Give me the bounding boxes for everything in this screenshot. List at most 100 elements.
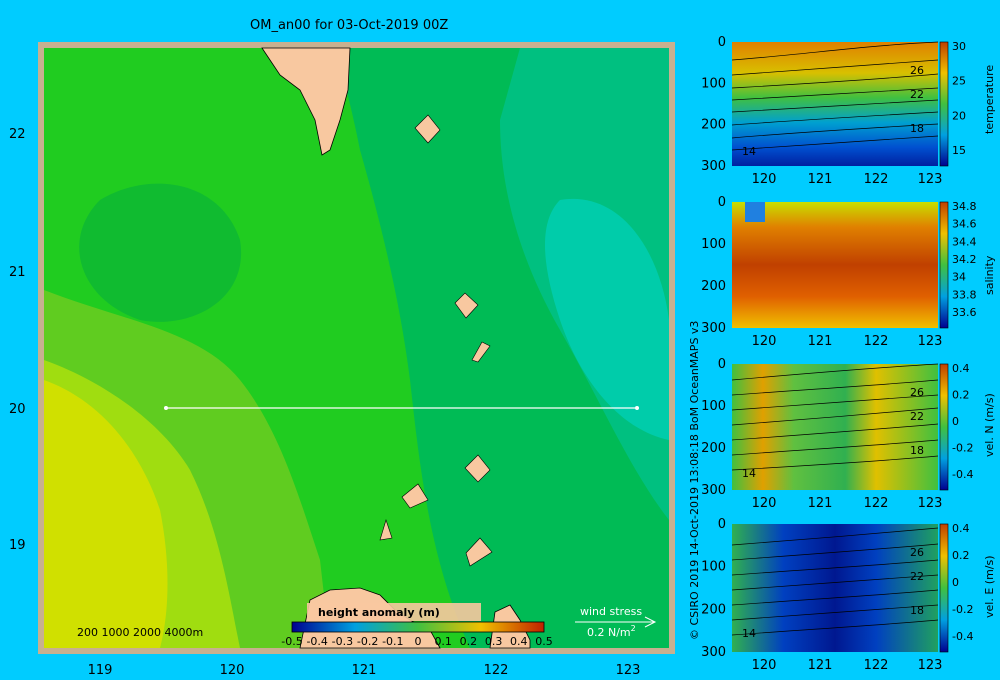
section-lon-tick-label: 120 — [752, 334, 777, 349]
section-lon-tick-label: 121 — [808, 496, 833, 511]
colorbar-tick-label: 0 — [415, 635, 422, 648]
vel-n-contours — [731, 363, 939, 471]
depth-legend: 200 1000 2000 4000m — [77, 626, 203, 639]
map-lat-tick-label: 19 — [9, 538, 26, 553]
map-title: OM_an00 for 03-Oct-2019 00Z — [250, 18, 449, 33]
vel-e-contours — [731, 527, 939, 636]
section-lon-tick-label: 122 — [864, 496, 889, 511]
section-variable-label: vel. N (m/s) — [983, 393, 996, 457]
section-lon-tick-label: 122 — [864, 334, 889, 349]
section-depth-tick-label: 0 — [718, 35, 726, 50]
section-colorbar-tick-label: -0.2 — [952, 603, 973, 616]
section-panel-vel-n — [731, 363, 949, 491]
section-depth-tick-label: 100 — [701, 560, 726, 575]
section-depth-tick-label: 100 — [701, 399, 726, 414]
map-lon-tick-label: 120 — [220, 663, 245, 678]
section-lon-tick-label: 120 — [752, 658, 777, 673]
anomaly-region-max — [545, 198, 669, 440]
colorbar-title-backdrop — [307, 603, 481, 621]
section-variable-label: temperature — [983, 65, 996, 134]
section-lon-tick-label: 120 — [752, 496, 777, 511]
map-lon-tick-label: 121 — [352, 663, 377, 678]
section-colorbar-tick-label: 34.4 — [952, 235, 977, 248]
section-depth-tick-label: 0 — [718, 195, 726, 210]
section-lon-tick-label: 122 — [864, 658, 889, 673]
section-colorbar-tick-label: 25 — [952, 75, 966, 88]
section-contour-label: 14 — [742, 467, 756, 480]
wind-stress-label: wind stress — [580, 605, 642, 618]
section-colorbar-tick-label: 20 — [952, 109, 966, 122]
section-colorbar-tick-label: -0.4 — [952, 630, 973, 643]
vel-e-field — [732, 524, 938, 652]
section-colorbar-tick-label: 15 — [952, 144, 966, 157]
map-latitude-ticks: 22 21 20 19 — [9, 127, 26, 553]
section-lon-tick-label: 120 — [752, 172, 777, 187]
section-colorbar-tick-label: 0.2 — [952, 549, 970, 562]
colorbar-tick-label: 0.5 — [535, 635, 553, 648]
section-contour-label: 18 — [910, 122, 924, 135]
height-colorbar: height anomaly (m) -0.5 -0.4 -0.3 -0.2 -0.1 0… — [281, 603, 553, 648]
section-depth-tick-label: 100 — [701, 237, 726, 252]
island — [379, 519, 393, 541]
colorbar-tick-label: -0.1 — [382, 635, 403, 648]
salinity-colorbar — [939, 201, 949, 329]
island — [464, 454, 491, 483]
anomaly-region-west — [79, 183, 242, 322]
island — [414, 114, 441, 144]
anomaly-region-sw3 — [44, 380, 168, 648]
salinity-low-patch — [745, 202, 765, 222]
section-variable-label: salinity — [983, 255, 996, 295]
map-lon-tick-label: 119 — [88, 663, 113, 678]
section-contour-label: 26 — [910, 64, 924, 77]
section-depth-tick-label: 0 — [718, 357, 726, 372]
section-colorbar-tick-label: -0.2 — [952, 442, 973, 455]
section-lon-tick-label: 121 — [808, 172, 833, 187]
section-colorbar-tick-label: -0.4 — [952, 468, 973, 481]
section-lon-tick-label: 123 — [918, 496, 943, 511]
section-depth-tick-label: 300 — [701, 321, 726, 336]
colorbar-title: height anomaly (m) — [318, 606, 440, 619]
section-contour-label: 26 — [910, 546, 924, 559]
transect-end-marker — [635, 406, 639, 410]
map-lat-tick-label: 22 — [9, 127, 26, 142]
colorbar-tick-label: -0.5 — [281, 635, 302, 648]
section-lon-tick-label: 123 — [918, 172, 943, 187]
section-contour-label: 18 — [910, 444, 924, 457]
section-depth-tick-label: 200 — [701, 602, 726, 617]
section-depth-tick-label: 300 — [701, 483, 726, 498]
colorbar-tick-label: 0.2 — [460, 635, 478, 648]
wind-stress-scale: 0.2 N/m2 — [587, 624, 636, 639]
section-lon-tick-label: 121 — [808, 658, 833, 673]
section-contour-label: 14 — [742, 627, 756, 640]
credit-text: © CSIRO 2019 14-Oct-2019 13:08:18 BoM Oc… — [688, 321, 701, 640]
section-panel-salinity — [732, 201, 949, 329]
colorbar-tick-label: 0.3 — [485, 635, 503, 648]
section-lon-tick-label: 121 — [808, 334, 833, 349]
temperature-field — [732, 42, 938, 166]
vel-n-colorbar — [939, 363, 949, 491]
island — [465, 537, 493, 567]
section-contour-label: 22 — [910, 570, 924, 583]
section-depth-tick-label: 200 — [701, 118, 726, 133]
wind-stress-legend: wind stress 0.2 N/m2 — [575, 605, 657, 639]
section-depth-tick-label: 300 — [701, 159, 726, 174]
section-contour-label: 18 — [910, 604, 924, 617]
section-colorbar-tick-label: 33.6 — [952, 306, 977, 319]
section-colorbar-tick-label: 34.2 — [952, 253, 977, 266]
section-colorbar-tick-label: 34 — [952, 271, 966, 284]
map-lon-tick-label: 122 — [484, 663, 509, 678]
colorbar-tick-label: -0.2 — [357, 635, 378, 648]
section-colorbar-tick-label: 0 — [952, 415, 959, 428]
map-lat-tick-label: 21 — [9, 265, 26, 280]
transect-start-marker — [164, 406, 168, 410]
section-colorbar-tick-label: 0.4 — [952, 522, 970, 535]
section-colorbar-tick-label: 33.8 — [952, 288, 977, 301]
colorbar-tick-label: -0.4 — [306, 635, 327, 648]
section-lon-tick-label: 122 — [864, 172, 889, 187]
section-contour-label: 26 — [910, 386, 924, 399]
wind-stress-arrowhead — [644, 616, 657, 628]
island — [401, 483, 429, 509]
map-longitude-ticks: 119 120 121 122 123 — [88, 663, 641, 678]
main-map: 200 1000 2000 4000m height anomaly (m) -… — [38, 42, 675, 654]
temperature-colorbar — [939, 41, 949, 167]
